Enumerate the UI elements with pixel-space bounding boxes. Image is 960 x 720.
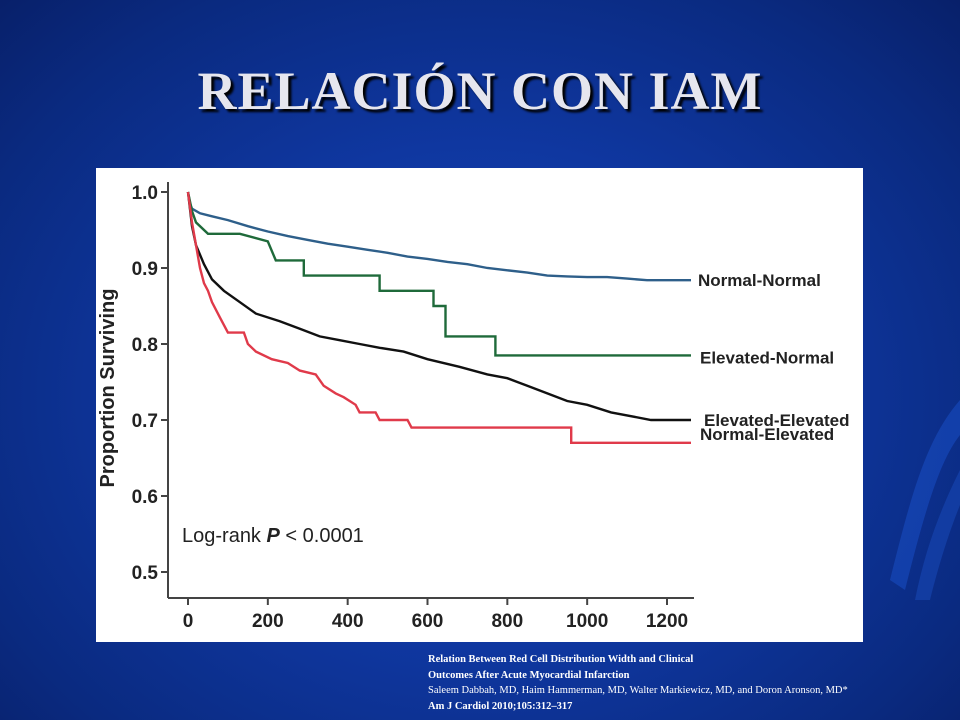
x-tick-label: 1000	[566, 611, 608, 632]
x-tick-label: 600	[412, 611, 444, 632]
x-tick-label: 0	[183, 611, 194, 632]
x-tick-label: 1200	[646, 611, 688, 632]
series-line-normal-elevated	[186, 191, 691, 444]
y-tick-label: 0.7	[132, 411, 158, 432]
series-label-normal-normal: Normal-Normal	[698, 271, 821, 290]
citation-title-line2: Outcomes After Acute Myocardial Infarcti…	[428, 669, 630, 681]
annotation-suffix: < 0.0001	[280, 525, 364, 547]
y-tick-label: 0.6	[132, 487, 158, 508]
series-label-normal-elevated: Normal-Elevated	[700, 425, 834, 444]
y-tick-label: 0.8	[132, 335, 158, 356]
y-tick-label: 1.0	[132, 183, 158, 204]
citation-journal: Am J Cardiol 2010;105:312–317	[428, 700, 573, 712]
y-tick-label: 0.5	[132, 563, 159, 584]
series-line-elevated-elevated	[186, 191, 691, 422]
x-tick-label: 200	[252, 611, 284, 632]
series-label-elevated-elevated: Elevated-Elevated	[704, 411, 850, 430]
x-tick-label: 400	[332, 611, 364, 632]
x-tick-label: 800	[491, 611, 523, 632]
citation-authors: Saleem Dabbah, MD, Haim Hammerman, MD, W…	[428, 685, 848, 696]
slide-title: RELACIÓN CON IAM	[197, 61, 763, 121]
annotation-prefix: Log-rank	[182, 525, 267, 547]
chart-panel: 0.5 0.6 0.7 0.8 0.9 1.0 0 200 400 600 800 1000 1200 …	[96, 168, 863, 642]
annotation-p: P	[267, 525, 281, 547]
citation-title-line1: Relation Between Red Cell Distribution W…	[428, 654, 694, 665]
y-axis-label: Proportion Surviving	[97, 289, 119, 488]
series-line-normal-normal	[186, 191, 691, 282]
series-label-elevated-normal: Elevated-Normal	[700, 348, 834, 367]
citation: Relation Between Red Cell Distribution W…	[428, 652, 960, 714]
log-rank-annotation: Log-rank P < 0.0001	[182, 525, 364, 547]
series-line-elevated-normal	[186, 191, 691, 357]
survival-chart: 0.50.60.70.80.91.00 200 400 600 800 1000 1200 …	[97, 182, 850, 632]
decorative-swoosh	[890, 400, 960, 600]
y-tick-label: 0.9	[132, 259, 158, 280]
